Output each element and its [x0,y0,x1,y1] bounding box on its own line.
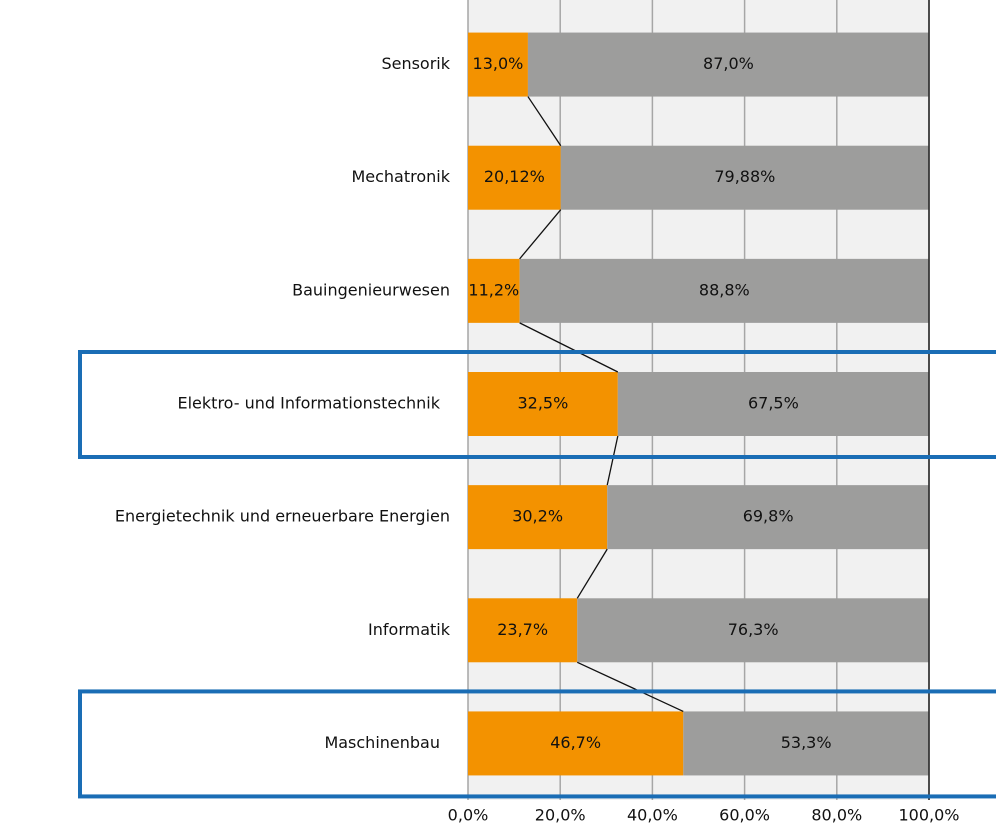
value-label: 11,2% [468,280,519,299]
x-tick-label: 0,0% [448,806,489,825]
category-label: Bauingenieurwesen [292,280,450,299]
value-label: 76,3% [728,620,779,639]
series-line [527,96,562,147]
value-label: 53,3% [781,733,832,752]
x-tick-label: 60,0% [719,806,770,825]
value-label: 67,5% [748,394,799,413]
bar-segment [607,485,929,550]
series-line [519,322,619,373]
bar-segment [527,32,929,97]
x-tick-label: 20,0% [535,806,586,825]
value-label: 32,5% [517,394,568,413]
series-line [576,548,608,599]
bar-segment [468,372,618,436]
series-line [606,435,619,486]
x-tick-label: 40,0% [627,806,678,825]
category-label: Sensorik [381,54,450,73]
x-tick-label: 100,0% [898,806,959,825]
value-label: 46,7% [550,733,601,752]
series-line [576,661,684,713]
value-label: 23,7% [497,620,548,639]
bar-segment [468,711,684,776]
value-label: 87,0% [703,54,754,73]
bar-segment [468,598,578,663]
value-label: 88,8% [699,280,750,299]
bar-segment [560,145,929,210]
bar-segment [468,485,608,550]
value-label: 13,0% [473,54,524,73]
bar-segment [468,32,528,97]
bar-segment [577,598,929,663]
category-label: Mechatronik [351,167,450,186]
bar-segment [519,258,929,323]
bar-segment [468,258,520,323]
bar-segment [468,145,561,210]
category-label: Elektro- und Informationstechnik [178,394,441,413]
bar-segment [617,372,929,436]
value-label: 30,2% [512,507,563,526]
category-label: Maschinenbau [324,733,440,752]
highlight-box [78,350,996,459]
category-label: Informatik [368,620,451,639]
value-label: 79,88% [714,167,775,186]
category-label: Energietechnik und erneuerbare Energien [115,507,450,526]
x-tick-label: 80,0% [811,806,862,825]
value-label: 69,8% [743,507,794,526]
value-label: 20,12% [484,167,545,186]
series-line [519,209,562,260]
highlight-box [78,689,996,799]
bar-segment [683,711,929,776]
